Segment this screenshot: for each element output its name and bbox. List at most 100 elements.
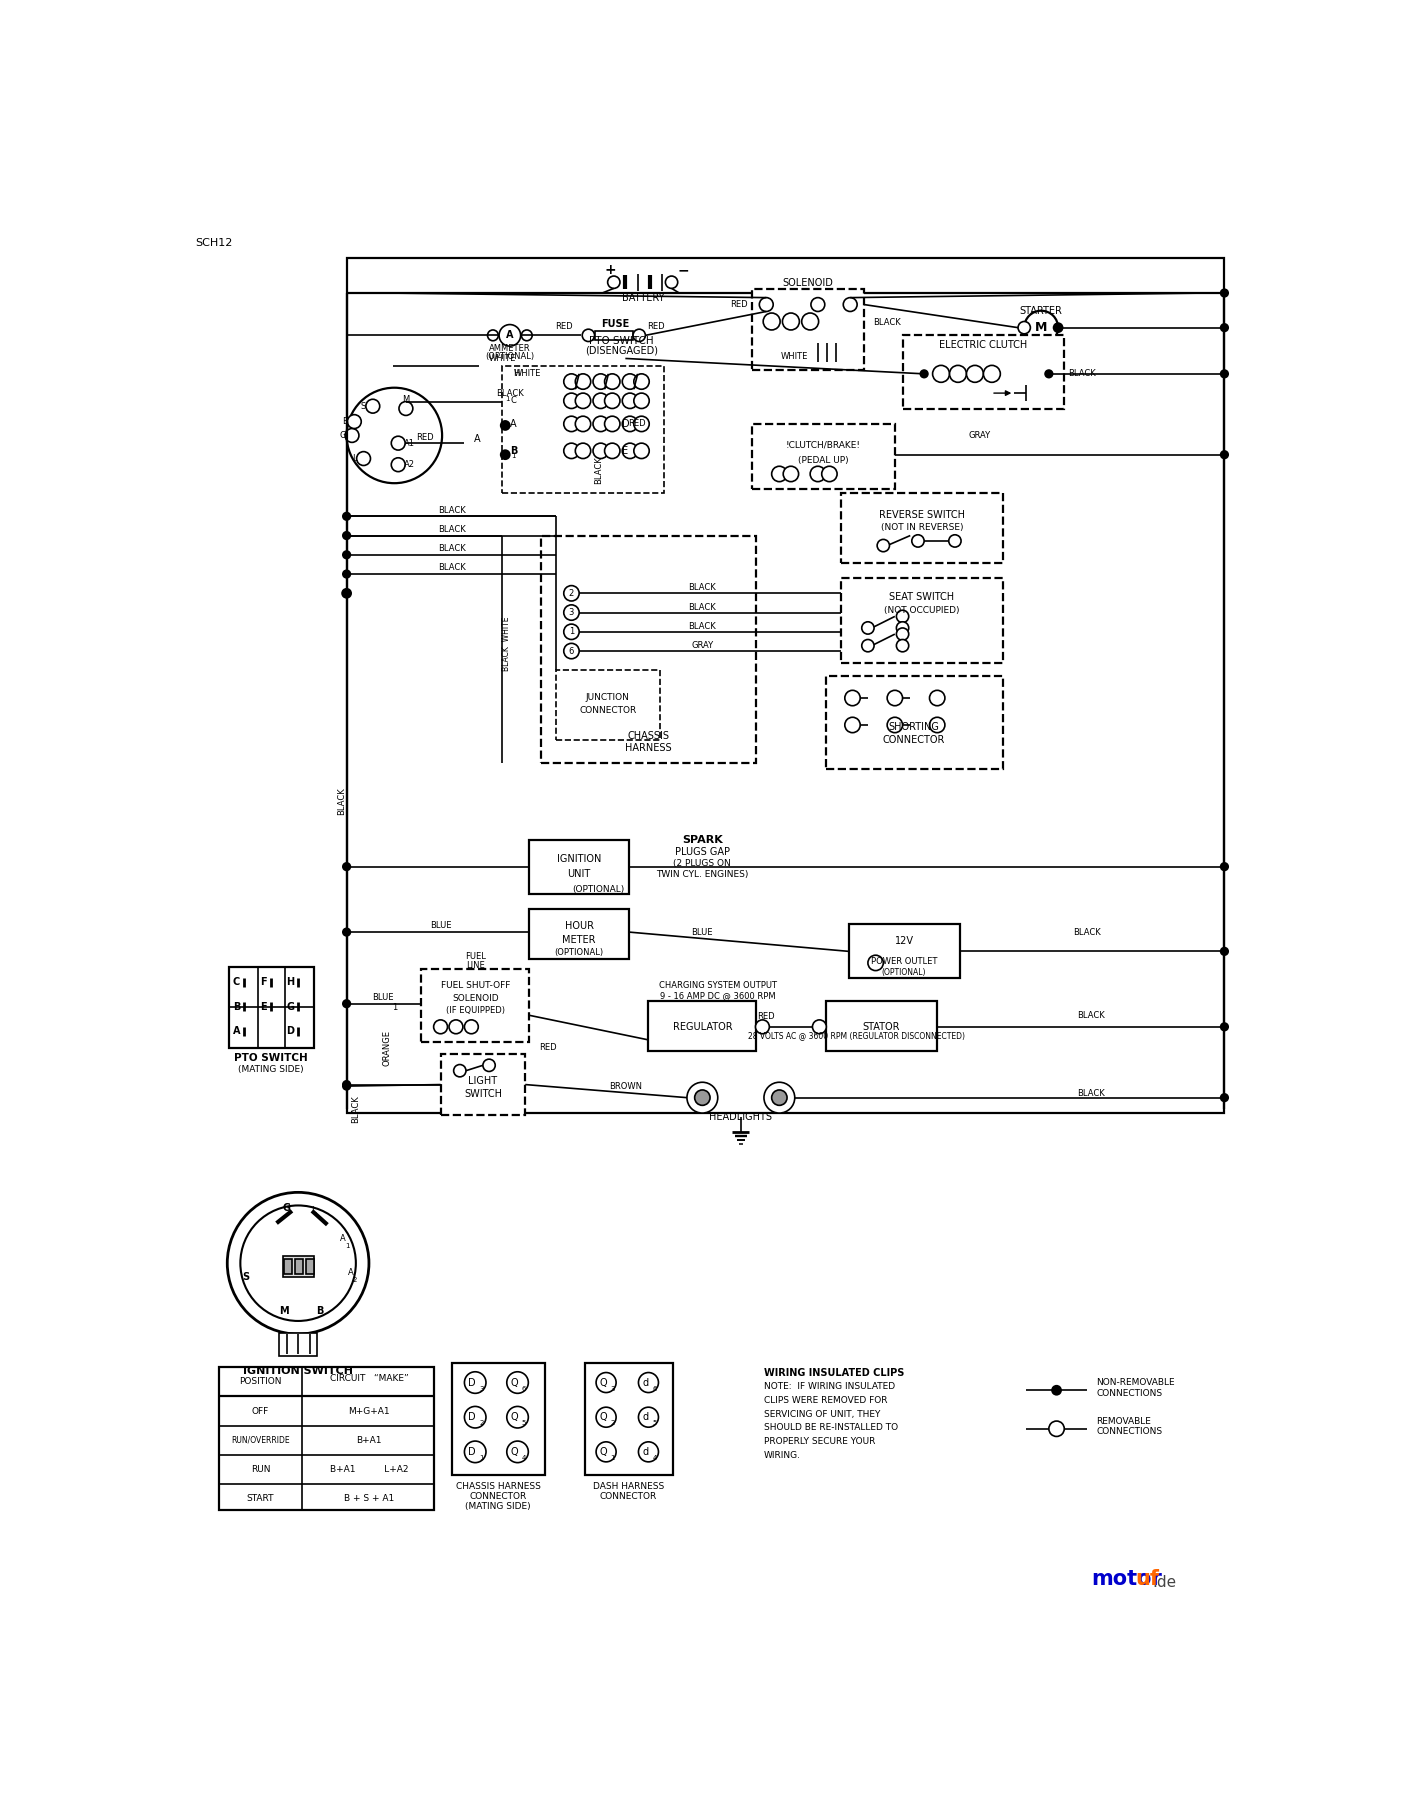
Circle shape [596, 1442, 615, 1462]
Text: RED: RED [648, 322, 665, 331]
Text: uf: uf [1136, 1570, 1159, 1589]
Circle shape [896, 628, 908, 641]
Text: A: A [339, 1235, 346, 1244]
Text: (MATING SIDE): (MATING SIDE) [465, 1501, 531, 1510]
Text: H: H [513, 369, 519, 378]
Text: SCH12: SCH12 [196, 238, 233, 248]
Circle shape [764, 1082, 795, 1112]
Text: A2: A2 [404, 461, 415, 470]
Text: 3: 3 [479, 1386, 484, 1391]
Text: START: START [247, 1494, 275, 1503]
Circle shape [1220, 288, 1230, 297]
Circle shape [771, 466, 787, 482]
Bar [649, 1001, 756, 1051]
Text: (DISENGAGED): (DISENGAGED) [585, 346, 658, 356]
Circle shape [607, 275, 620, 288]
Text: REGULATOR: REGULATOR [673, 1022, 732, 1031]
Text: 6: 6 [569, 646, 575, 655]
Text: FUEL SHUT-OFF: FUEL SHUT-OFF [440, 981, 510, 990]
Text: G: G [339, 430, 346, 439]
Text: 1: 1 [345, 1244, 349, 1249]
Bar [529, 909, 629, 959]
Circle shape [501, 450, 510, 461]
Text: A1: A1 [404, 439, 415, 448]
Circle shape [622, 392, 638, 409]
Circle shape [930, 716, 945, 733]
Text: BLACK: BLACK [688, 583, 716, 592]
Bar [502, 365, 665, 493]
Circle shape [638, 1373, 659, 1393]
Circle shape [604, 392, 620, 409]
Text: TWIN CYL. ENGINES): TWIN CYL. ENGINES) [656, 869, 749, 878]
Text: CHASSIS HARNESS: CHASSIS HARNESS [456, 1481, 541, 1490]
Circle shape [634, 392, 649, 409]
Circle shape [593, 392, 608, 409]
Text: LINE: LINE [465, 961, 485, 970]
Circle shape [506, 1372, 529, 1393]
Text: RED: RED [555, 322, 572, 331]
Bar [422, 968, 529, 1042]
Text: H: H [286, 977, 294, 986]
Text: UNIT: UNIT [568, 869, 590, 880]
Text: LIGHT: LIGHT [468, 1076, 498, 1085]
Circle shape [346, 387, 442, 482]
Text: B: B [233, 1003, 240, 1012]
Text: CHARGING SYSTEM OUTPUT: CHARGING SYSTEM OUTPUT [659, 981, 777, 990]
Text: ORANGE: ORANGE [383, 1030, 391, 1066]
Text: BLACK: BLACK [439, 526, 465, 535]
Text: 28 VOLTS AC @ 3600 RPM (REGULATOR DISCONNECTED): 28 VOLTS AC @ 3600 RPM (REGULATOR DISCON… [747, 1031, 965, 1040]
Text: SOLENOID: SOLENOID [451, 994, 499, 1003]
Text: CHASSIS: CHASSIS [628, 731, 670, 742]
Text: 3: 3 [569, 608, 575, 617]
Text: d: d [642, 1377, 649, 1388]
Circle shape [596, 1373, 615, 1393]
Circle shape [400, 401, 412, 416]
Circle shape [896, 621, 908, 634]
Circle shape [878, 540, 889, 553]
Circle shape [449, 1021, 463, 1033]
Circle shape [564, 585, 579, 601]
Text: 9 - 16 AMP DC @ 3600 RPM: 9 - 16 AMP DC @ 3600 RPM [660, 990, 775, 999]
Text: RED: RED [540, 1044, 557, 1051]
Circle shape [366, 400, 380, 414]
Bar [557, 670, 660, 740]
Circle shape [342, 569, 352, 578]
Bar [753, 290, 864, 371]
Text: SWITCH: SWITCH [464, 1089, 502, 1098]
Text: B + S + A1: B + S + A1 [343, 1494, 394, 1503]
Bar [826, 677, 1002, 769]
Circle shape [930, 691, 945, 706]
Text: RUN: RUN [251, 1465, 271, 1474]
Bar [294, 1258, 303, 1274]
Circle shape [810, 297, 824, 311]
Circle shape [1220, 862, 1230, 871]
Circle shape [488, 329, 498, 340]
Circle shape [348, 414, 362, 428]
Circle shape [564, 374, 579, 389]
Text: (IF EQUIPPED): (IF EQUIPPED) [446, 1006, 505, 1015]
Bar [229, 967, 314, 1048]
Text: AMMETER: AMMETER [489, 344, 531, 353]
Circle shape [341, 589, 352, 599]
Bar [903, 335, 1064, 409]
Circle shape [687, 1082, 718, 1112]
Circle shape [983, 365, 1001, 382]
Text: 6: 6 [522, 1386, 526, 1391]
Circle shape [433, 1021, 447, 1033]
Text: SPARK: SPARK [681, 835, 722, 844]
Text: Q: Q [510, 1413, 519, 1422]
Circle shape [1220, 947, 1230, 956]
Text: STARTER: STARTER [1019, 306, 1063, 315]
Circle shape [949, 535, 962, 547]
Bar [826, 1001, 937, 1051]
Circle shape [575, 392, 590, 409]
Text: (OPTIONAL): (OPTIONAL) [572, 886, 624, 895]
Text: S: S [360, 401, 366, 410]
Text: 4: 4 [522, 1454, 526, 1462]
Text: CONNECTIONS: CONNECTIONS [1096, 1390, 1162, 1399]
Text: 2: 2 [610, 1420, 614, 1426]
Text: BLACK: BLACK [439, 506, 465, 515]
Circle shape [887, 716, 903, 733]
Text: BLACK: BLACK [1068, 369, 1096, 378]
Circle shape [1220, 369, 1230, 378]
